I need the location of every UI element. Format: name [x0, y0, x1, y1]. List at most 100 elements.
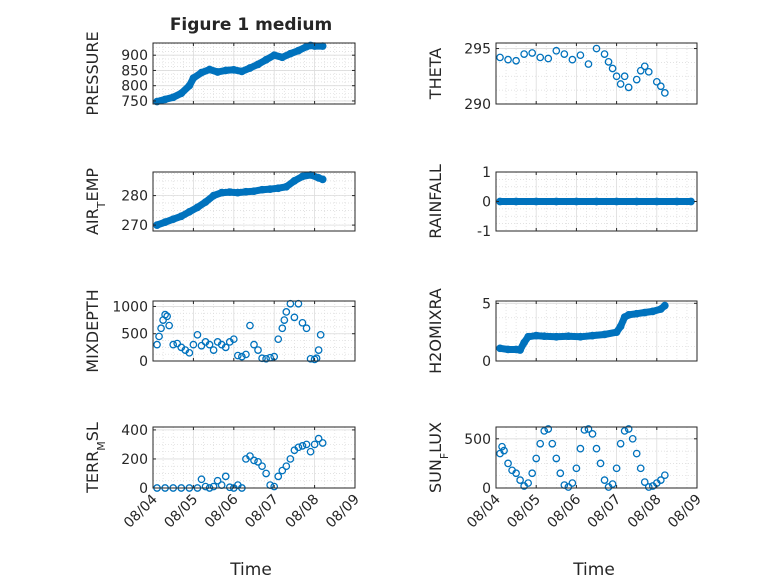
data-point: [532, 331, 541, 340]
data-point: [584, 60, 593, 68]
data-point: [209, 191, 218, 200]
data-point: [318, 42, 327, 50]
axes-box: [152, 300, 356, 362]
figure-title: Figure 1 medium: [170, 15, 332, 35]
data-point: [536, 439, 545, 448]
data-point: [568, 55, 577, 64]
x-axis-label-right: Time: [572, 560, 615, 580]
data-point: [588, 430, 597, 438]
data-point: [217, 188, 226, 197]
data-point: [197, 475, 206, 484]
data-point: [282, 462, 291, 471]
y-axis-label: AIRTEMP: [83, 168, 108, 235]
data-point: [246, 64, 254, 72]
y-tick-label: 0: [139, 481, 148, 497]
data-point: [552, 332, 561, 341]
y-axis-label: MIXDEPTH: [83, 289, 102, 372]
data-point: [687, 197, 695, 206]
y-tick-label: 500: [121, 327, 148, 343]
data-point: [540, 332, 549, 341]
series-markers: [496, 301, 669, 354]
data-point: [250, 340, 258, 349]
data-point: [504, 55, 512, 64]
series-line: [153, 171, 327, 229]
y-tick-label: 280: [121, 189, 148, 205]
y-tick-label: 1: [482, 165, 491, 181]
data-point: [636, 464, 645, 473]
data-point: [632, 449, 641, 458]
data-point: [169, 340, 178, 349]
data-point: [242, 350, 250, 359]
data-point: [298, 172, 307, 181]
data-point: [660, 471, 669, 480]
data-point: [560, 50, 569, 58]
data-point: [512, 469, 520, 478]
data-point: [258, 462, 266, 471]
data-point: [205, 340, 214, 349]
x-tick-label: 08/04: [464, 491, 504, 531]
x-tick-label: 08/08: [283, 492, 323, 532]
data-point: [504, 459, 512, 468]
data-point: [286, 49, 295, 58]
data-point: [564, 483, 573, 491]
data-point: [660, 89, 669, 97]
data-point: [250, 187, 258, 196]
data-point: [254, 346, 262, 354]
data-point: [318, 439, 327, 447]
data-point: [242, 187, 250, 196]
x-tick-label: 08/07: [585, 492, 625, 532]
y-tick-label: 0: [482, 354, 491, 370]
data-point: [600, 50, 609, 58]
data-point: [600, 476, 609, 484]
data-point: [173, 339, 182, 348]
data-point: [201, 198, 210, 206]
data-point: [552, 197, 561, 206]
data-point: [620, 72, 629, 81]
y-tick-label: 200: [121, 452, 148, 468]
data-point: [221, 472, 230, 481]
data-point: [209, 346, 218, 354]
axes-box: [495, 300, 698, 362]
data-point: [640, 308, 649, 317]
data-point: [282, 182, 291, 191]
data-point: [278, 53, 287, 62]
data-point: [169, 215, 178, 224]
data-point: [620, 427, 629, 435]
y-tick-label: 0: [482, 481, 491, 497]
data-point: [193, 330, 202, 339]
data-point: [318, 175, 327, 184]
y-tick-label: 0: [482, 195, 491, 211]
y-tick-label: -1: [477, 224, 491, 240]
data-point: [306, 171, 315, 179]
data-point: [576, 444, 585, 453]
data-point: [298, 318, 307, 327]
data-point: [213, 476, 222, 485]
subplot-mixdepth: 0 500 1000 MIXDEPTH: [83, 289, 356, 373]
y-axis-label: RAINFALL: [426, 164, 445, 239]
data-point: [576, 51, 585, 60]
subplot-sun-flux: 0 500 08/04 08/05 08/06 08/07 08/08 08/09 SUNFLU…: [426, 422, 705, 531]
data-point: [238, 67, 246, 76]
x-tick-label: 08/06: [544, 491, 584, 531]
data-point: [161, 218, 169, 226]
data-point: [201, 482, 210, 491]
data-point: [496, 344, 504, 353]
y-tick-label: 850: [121, 63, 148, 79]
data-point: [233, 188, 242, 197]
data-point: [221, 66, 230, 75]
data-point: [177, 89, 186, 98]
y-tick-label: 0: [139, 354, 148, 370]
data-point: [576, 332, 585, 341]
y-tick-label: 500: [464, 432, 491, 448]
y-axis-label: PRESSURE: [83, 31, 102, 115]
data-point: [278, 324, 287, 333]
data-point: [165, 321, 174, 330]
y-tick-label: 270: [121, 218, 148, 234]
data-point: [528, 49, 537, 57]
data-point: [155, 332, 163, 341]
data-point: [185, 81, 194, 90]
data-point: [568, 479, 577, 487]
data-point: [153, 340, 161, 349]
data-point: [163, 312, 171, 321]
